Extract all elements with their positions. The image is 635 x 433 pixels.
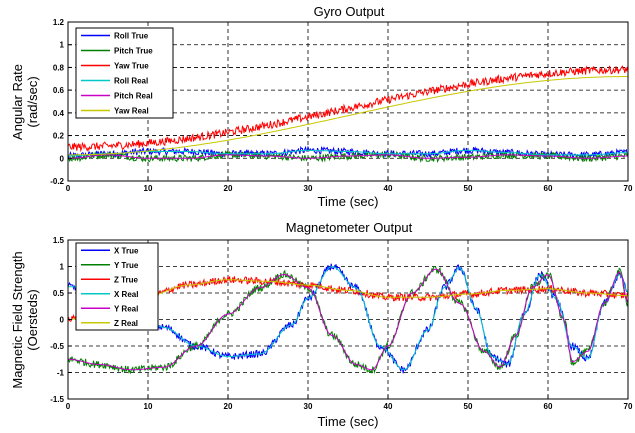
legend-label: Pitch True [114,47,153,56]
gyro-legend: Roll True Pitch True Yaw True Roll Real Pitc… [75,27,174,119]
x-tick-label: 0 [66,184,71,193]
x-tick-label: 60 [544,184,553,193]
legend-label: Y Real [114,304,138,313]
x-tick-label: 40 [384,402,393,411]
x-tick-label: 60 [544,402,553,411]
x-tick-label: 0 [66,402,71,411]
gyro-y-axis-label-line1: Angular Rate [10,64,25,140]
series-line [68,76,628,156]
series-line [67,266,629,371]
x-tick-label: 30 [304,184,313,193]
y-tick-label: -0.5 [50,342,64,351]
x-tick-label: 20 [224,402,233,411]
y-tick-label: 1 [60,41,65,50]
magnetometer-y-axis-label-line2: (Oersteds) [25,289,40,350]
x-tick-label: 50 [464,184,473,193]
x-tick-label: 20 [224,184,233,193]
legend-label: Y True [114,261,139,270]
x-tick-label: 40 [384,184,393,193]
y-tick-label: 0.6 [53,86,65,95]
series-line [68,268,629,371]
y-tick-label: -1 [57,369,65,378]
series-line [67,65,629,153]
magnetometer-traces [67,263,629,375]
series-line [67,279,628,320]
legend-label: Yaw True [114,62,149,71]
y-tick-label: 0.5 [53,289,65,298]
gyro-x-axis-label: Time (sec) [318,194,379,209]
gyro-chart: Gyro Output 0 10 20 30 40 50 60 70-0.200.20.40.… [10,4,633,209]
y-tick-label: -1.5 [50,395,64,404]
gyro-traces [67,65,629,164]
magnetometer-y-axis-label-line1: Magnetic Field Strength [10,251,25,388]
legend-label: Z True [114,275,139,284]
x-tick-label: 50 [464,402,473,411]
legend-box [75,27,174,119]
y-tick-label: -0.2 [50,177,64,186]
gyro-plot-frame [67,21,629,182]
legend-label: Yaw Real [114,107,149,116]
magnetometer-chart-title: Magnetometer Output [286,220,413,235]
y-tick-label: 0 [60,316,65,325]
legend-label: Pitch Real [114,92,153,101]
gyro-y-axis-label-line2: (rad/sec) [25,76,40,127]
gyro-ticks: 0 10 20 30 40 50 60 70-0.200.20.40.60.811.2 [50,18,633,193]
legend-label: Roll True [114,32,149,41]
y-tick-label: 0.2 [53,132,65,141]
y-tick-label: 0.4 [53,109,65,118]
y-tick-label: 1.2 [53,18,65,27]
y-tick-label: 0 [60,154,65,163]
legend-box [75,242,159,331]
magnetometer-chart: Magnetometer Output 0 10 20 30 40 50 60 70-1.5-… [10,220,633,429]
x-tick-label: 70 [624,402,633,411]
magnetometer-x-axis-label: Time (sec) [318,414,379,429]
x-tick-label: 10 [144,184,153,193]
x-tick-label: 30 [304,402,313,411]
y-tick-label: 1.5 [53,236,65,245]
y-tick-label: 1 [60,263,65,272]
legend-label: X True [114,246,139,255]
x-tick-label: 10 [144,402,153,411]
magnetometer-legend: X True Y True Z True X Real Y Real Z Real [75,242,159,331]
legend-label: Roll Real [114,77,148,86]
series-line [68,149,628,157]
series-line [67,154,628,159]
legend-label: X Real [114,290,138,299]
x-tick-label: 70 [624,184,633,193]
magnetometer-ticks: 0 10 20 30 40 50 60 70 -1.5 -1 -0.5 0 0.5 1 1.5 [50,236,633,411]
y-tick-label: 0.8 [53,63,65,72]
legend-label: Z Real [114,319,138,328]
gyro-chart-title: Gyro Output [314,4,385,19]
